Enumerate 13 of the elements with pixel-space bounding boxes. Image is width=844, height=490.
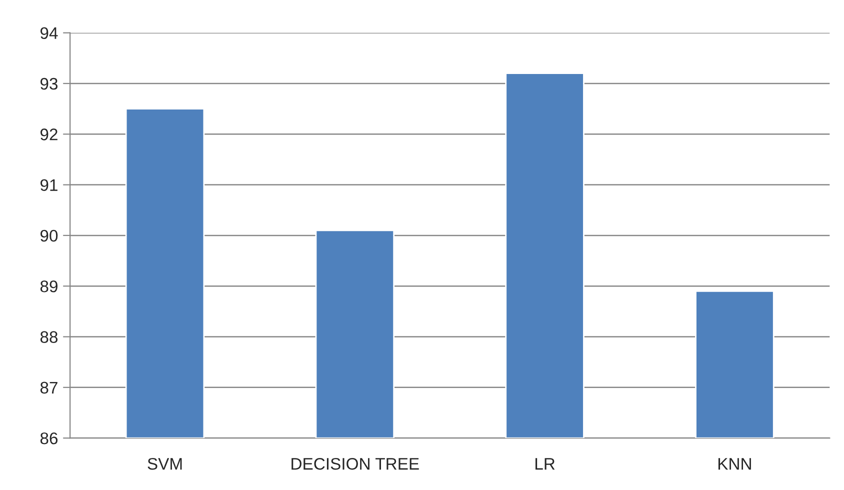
x-tick-label: LR [536, 458, 555, 470]
y-tick-label: 86 [40, 432, 58, 444]
y-tick-label: 91 [40, 179, 58, 191]
y-tick-label: 87 [40, 382, 58, 394]
y-tick-label: 88 [40, 331, 58, 343]
x-tick-label: SVM [148, 458, 182, 470]
y-tick-label: 89 [40, 280, 58, 292]
y-tick-label: 90 [40, 230, 58, 242]
y-tick-label: 94 [40, 27, 58, 40]
y-tick-label: 93 [40, 78, 58, 90]
y-tick-label: 92 [40, 128, 58, 140]
x-tick-label: DECISION TREE [292, 458, 419, 470]
x-tick-label: KNN [718, 458, 751, 470]
